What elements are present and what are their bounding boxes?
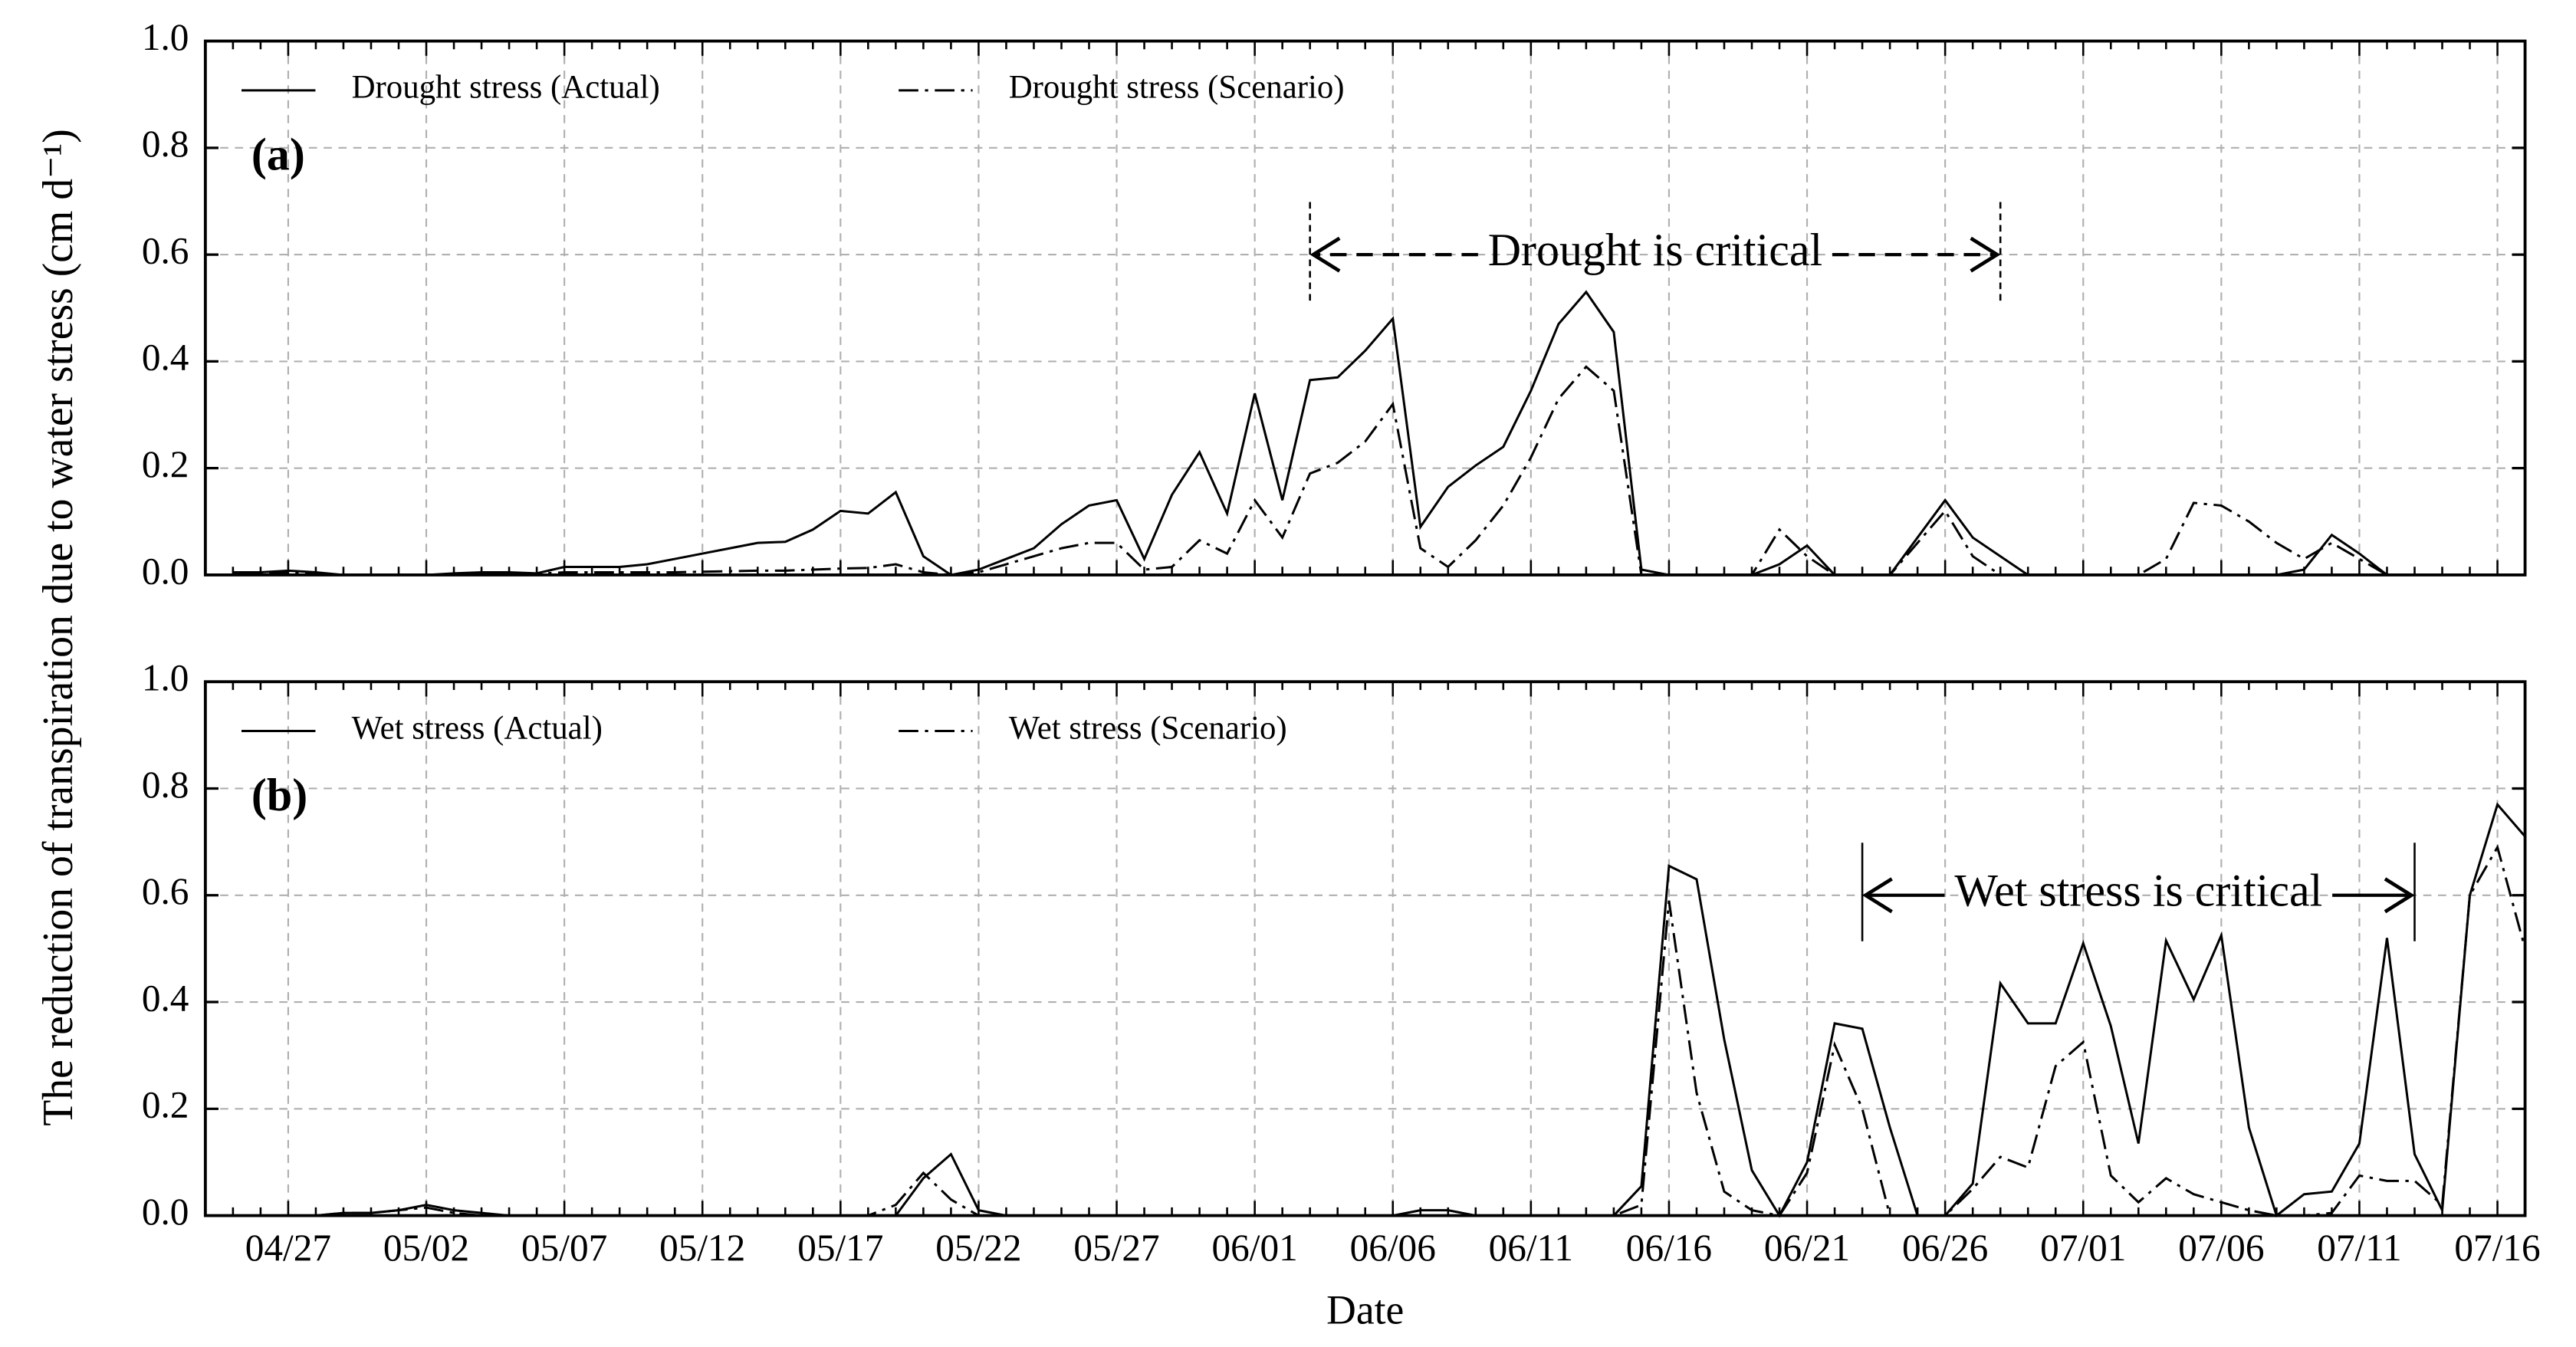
x-tick-label: 06/26 <box>1902 1227 1988 1269</box>
y-tick-label: 1.0 <box>142 16 189 58</box>
y-tick-label: 0.6 <box>142 229 189 271</box>
y-tick-label: 0.2 <box>142 1084 189 1126</box>
arrow-head <box>1309 236 1341 273</box>
legend-label: Drought stress (Scenario) <box>1009 70 1345 106</box>
x-tick-label: 05/27 <box>1073 1227 1159 1269</box>
x-tick-label: 06/11 <box>1489 1227 1573 1269</box>
x-tick-label: 06/21 <box>1764 1227 1850 1269</box>
y-tick-label: 0.2 <box>142 443 189 485</box>
y-axis-title: The reduction of transpiration due to wa… <box>34 129 82 1126</box>
annotation: Drought is critical <box>1488 225 1822 275</box>
x-tick-label: 04/27 <box>245 1227 331 1269</box>
x-tick-label: 05/07 <box>521 1227 607 1269</box>
arrow-head <box>1970 236 2001 273</box>
x-tick-label: 07/16 <box>2454 1227 2540 1269</box>
x-tick-label: 05/12 <box>659 1227 745 1269</box>
arrow-head <box>2384 877 2415 914</box>
panel-label: (b) <box>251 770 307 820</box>
x-tick-label: 05/22 <box>935 1227 1021 1269</box>
data-line <box>232 290 2525 577</box>
legend-label: Drought stress (Actual) <box>352 70 660 106</box>
panel-label: (a) <box>251 130 305 180</box>
data-line <box>232 365 2525 577</box>
y-tick-label: 1.0 <box>142 657 189 699</box>
legend-label: Wet stress (Actual) <box>352 710 603 746</box>
y-tick-label: 0.8 <box>142 123 189 165</box>
x-tick-label: 06/16 <box>1626 1227 1712 1269</box>
plot-frame <box>203 680 2527 1217</box>
y-tick-label: 0.0 <box>142 1191 189 1233</box>
y-tick-label: 0.4 <box>142 977 189 1019</box>
x-tick-label: 07/01 <box>2040 1227 2126 1269</box>
y-tick-label: 0.0 <box>142 550 189 592</box>
x-tick-label: 05/17 <box>797 1227 883 1269</box>
x-tick-label: 06/01 <box>1212 1227 1298 1269</box>
x-axis-title: Date <box>1326 1286 1404 1332</box>
legend-label: Wet stress (Scenario) <box>1009 710 1287 746</box>
y-tick-label: 0.4 <box>142 337 189 379</box>
annotation: Wet stress is critical <box>1954 866 2322 916</box>
x-tick-label: 07/11 <box>2317 1227 2401 1269</box>
x-tick-label: 06/06 <box>1350 1227 1436 1269</box>
y-tick-label: 0.6 <box>142 870 189 912</box>
x-tick-label: 05/02 <box>383 1227 469 1269</box>
y-tick-label: 0.8 <box>142 764 189 806</box>
arrow-head <box>1861 877 1893 914</box>
x-tick-label: 07/06 <box>2178 1227 2264 1269</box>
plot-frame <box>203 39 2527 577</box>
